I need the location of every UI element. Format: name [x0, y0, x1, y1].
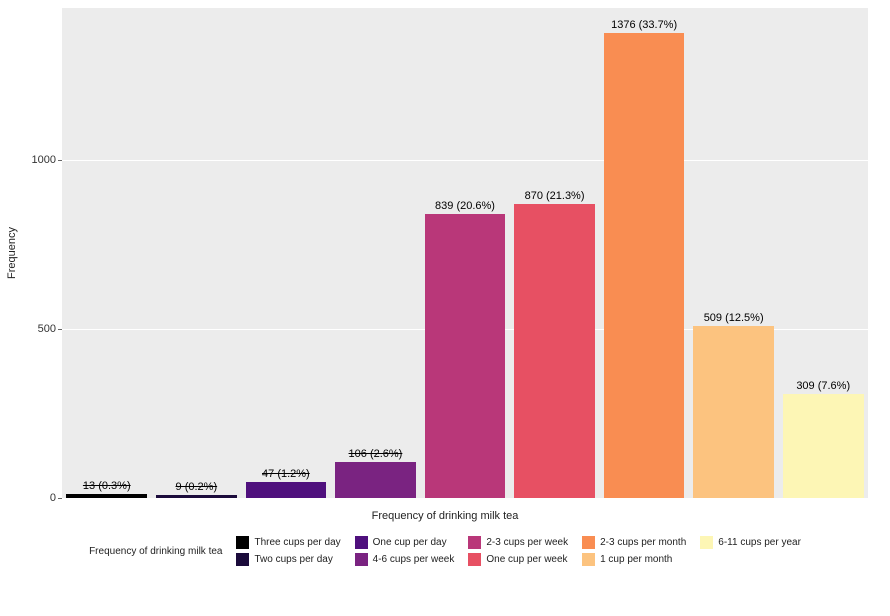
legend-item: Two cups per day [236, 553, 340, 566]
legend-label: Two cups per day [254, 554, 332, 565]
legend-label: 1 cup per month [600, 554, 672, 565]
bar-value-label: 47 (1.2%) [262, 468, 310, 480]
legend-column: Three cups per day Two cups per day [236, 536, 340, 566]
legend-columns: Three cups per day Two cups per day One cu… [236, 536, 800, 566]
bar-value-label: 106 (2.6%) [349, 448, 403, 460]
x-axis-title: Frequency of drinking milk tea [0, 510, 890, 522]
y-tick-label: 1000 [6, 154, 56, 166]
legend-column: One cup per day 4-6 cups per week [355, 536, 455, 566]
bar-value-label: 9 (0.2%) [176, 481, 218, 493]
legend-label: One cup per day [373, 537, 447, 548]
legend-swatch [355, 553, 368, 566]
legend-label: 2-3 cups per week [486, 537, 568, 548]
bar-value-label: 509 (12.5%) [704, 312, 764, 324]
legend-column: 2-3 cups per week One cup per week [468, 536, 568, 566]
legend-swatch [355, 536, 368, 549]
plot-area: 13 (0.3%) 9 (0.2%) 47 (1.2%) 106 (2.6%) 839 … [62, 8, 868, 498]
legend-label: Three cups per day [254, 537, 340, 548]
y-tick-label: 0 [6, 492, 56, 504]
bar [514, 204, 595, 498]
bar [693, 326, 774, 498]
legend-swatch [236, 553, 249, 566]
legend-swatch [582, 536, 595, 549]
bar-value-label: 1376 (33.7%) [611, 19, 677, 31]
bar [66, 494, 147, 498]
bar [246, 482, 327, 498]
legend-label: One cup per week [486, 554, 567, 565]
bar [156, 495, 237, 498]
legend-label: 4-6 cups per week [373, 554, 455, 565]
legend-item: One cup per week [468, 553, 568, 566]
bar-value-label: 309 (7.6%) [796, 380, 850, 392]
legend: Frequency of drinking milk tea Three cup… [0, 536, 890, 566]
bar-value-label: 839 (20.6%) [435, 200, 495, 212]
legend-swatch [468, 553, 481, 566]
legend-column: 6-11 cups per year [700, 536, 801, 566]
legend-item: 6-11 cups per year [700, 536, 801, 549]
bar [425, 214, 506, 498]
legend-swatch [700, 536, 713, 549]
legend-item: 4-6 cups per week [355, 553, 455, 566]
y-tick-label: 500 [6, 323, 56, 335]
legend-item: 2-3 cups per month [582, 536, 686, 549]
legend-label: 6-11 cups per year [718, 537, 801, 548]
legend-swatch [236, 536, 249, 549]
legend-label: 2-3 cups per month [600, 537, 686, 548]
gridline [62, 498, 868, 499]
y-axis-title: Frequency [6, 227, 18, 279]
legend-swatch [468, 536, 481, 549]
legend-item: One cup per day [355, 536, 455, 549]
bar [604, 33, 685, 498]
legend-column: 2-3 cups per month 1 cup per month [582, 536, 686, 566]
bar-value-label: 870 (21.3%) [525, 190, 585, 202]
legend-item: 2-3 cups per week [468, 536, 568, 549]
bar-value-label: 13 (0.3%) [83, 480, 131, 492]
bar-chart: Frequency 13 (0.3%) 9 (0.2%) 47 (1.2%) 106 … [0, 0, 890, 616]
bars-group: 13 (0.3%) 9 (0.2%) 47 (1.2%) 106 (2.6%) 839 … [62, 8, 868, 498]
legend-item: Three cups per day [236, 536, 340, 549]
legend-swatch [582, 553, 595, 566]
legend-title: Frequency of drinking milk tea [89, 546, 222, 557]
y-tick-mark [58, 498, 62, 499]
legend-item: 1 cup per month [582, 553, 686, 566]
bar [335, 462, 416, 498]
bar [783, 394, 864, 498]
